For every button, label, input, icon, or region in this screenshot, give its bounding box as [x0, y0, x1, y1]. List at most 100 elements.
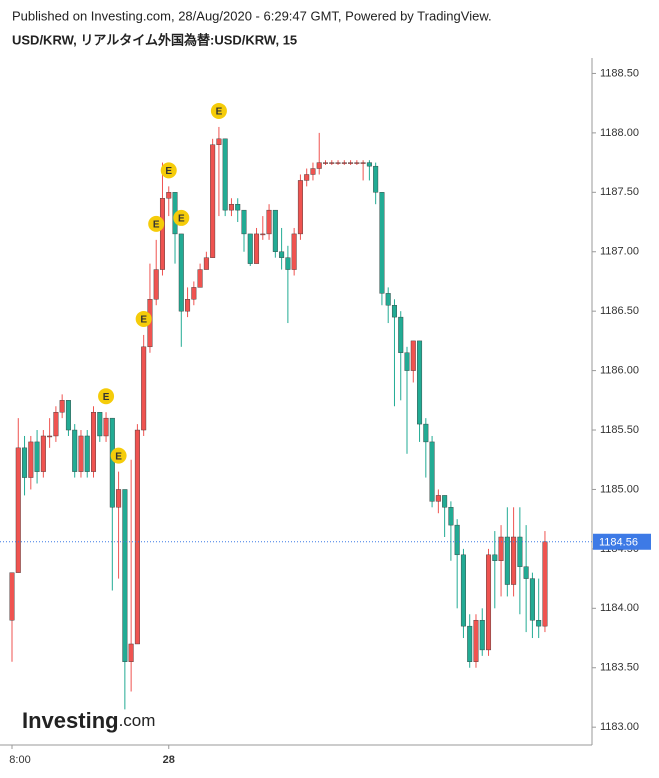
candle-body: [417, 340, 423, 425]
y-tick-label: 1187.50: [600, 186, 639, 198]
candle-body: [291, 233, 297, 270]
candle-body: [254, 233, 260, 264]
candle-body: [366, 162, 372, 167]
candle-body: [97, 411, 103, 437]
candle-body: [410, 340, 416, 371]
candle-body: [385, 293, 391, 306]
candle-body: [78, 435, 84, 472]
event-badge: [160, 162, 177, 179]
candle-body: [210, 144, 216, 258]
y-tick-label: 1188.50: [600, 67, 639, 79]
candle-body: [285, 257, 291, 270]
y-tick-label: 1183.50: [600, 662, 639, 674]
candle-body: [216, 138, 222, 145]
candle-body: [442, 495, 448, 508]
candle-body: [72, 429, 78, 472]
event-badge: [173, 209, 190, 226]
candle-body: [304, 174, 310, 181]
event-label: E: [216, 107, 223, 118]
candle-body: [191, 287, 197, 300]
candle-body: [91, 411, 97, 472]
candle-body: [391, 305, 397, 318]
candle-body: [22, 447, 28, 478]
candle-body: [297, 180, 303, 235]
candle-body: [122, 489, 128, 662]
candle-body: [529, 578, 535, 621]
candle-body: [423, 423, 429, 443]
candle-body: [373, 165, 379, 193]
candle-body: [523, 566, 529, 579]
candle-body: [448, 507, 454, 526]
candle-body: [65, 400, 71, 431]
candle-body: [59, 400, 65, 413]
candle-body: [241, 209, 247, 235]
candle-body: [354, 162, 360, 164]
candle-body: [316, 162, 322, 169]
event-label: E: [115, 451, 122, 462]
y-tick-label: 1185.50: [600, 424, 639, 436]
candle-body: [272, 209, 278, 252]
candle-body: [492, 554, 498, 561]
x-tick-label: 28: [163, 754, 175, 766]
candle-body: [47, 435, 53, 438]
candle-body: [504, 536, 510, 585]
candle-body: [454, 524, 460, 556]
event-label: E: [178, 214, 185, 225]
candle-body: [379, 192, 385, 294]
candle-body: [141, 346, 147, 431]
candle-body: [329, 162, 335, 164]
event-badge: [135, 310, 152, 327]
candle-body: [473, 619, 479, 662]
y-tick-label: 1183.00: [600, 721, 639, 733]
candle-body: [467, 625, 473, 662]
event-label: E: [165, 166, 172, 177]
candle-body: [479, 619, 485, 651]
candle-body: [310, 168, 316, 175]
candle-body: [9, 572, 15, 621]
event-marker: E: [173, 209, 190, 226]
event-marker: E: [210, 102, 227, 119]
candle-body: [536, 619, 542, 627]
y-tick-label: 1185.00: [600, 483, 639, 495]
published-note: Published on Investing.com, 28/Aug/2020 …: [12, 8, 492, 23]
y-tick-label: 1184.00: [600, 602, 639, 614]
candle-body: [203, 257, 209, 270]
candle-body: [178, 233, 184, 312]
y-tick-label: 1186.00: [600, 365, 639, 377]
candle-body: [53, 411, 59, 437]
candle-body: [34, 441, 40, 472]
event-marker: E: [148, 215, 165, 232]
candle-body: [266, 209, 272, 235]
candle-body: [197, 269, 203, 288]
chart-title: USD/KRW, リアルタイム外国為替:USD/KRW, 15: [12, 32, 297, 47]
candle-body: [348, 162, 354, 164]
candle-body: [323, 162, 329, 164]
candle-body: [128, 643, 134, 662]
candle-body: [222, 138, 228, 211]
y-tick-label: 1188.00: [600, 127, 639, 139]
candle-body: [153, 269, 159, 300]
event-marker: E: [98, 388, 115, 405]
candle-body: [228, 203, 234, 211]
candle-body: [429, 441, 435, 502]
event-marker: E: [160, 162, 177, 179]
candle-body: [28, 441, 34, 478]
candle-body: [185, 299, 191, 312]
candle-body: [134, 429, 140, 645]
candle-body: [166, 192, 172, 199]
candle-body: [460, 554, 466, 627]
candle-body: [84, 435, 90, 472]
candle-body: [498, 536, 504, 561]
x-tick-label: 8:00: [9, 754, 30, 766]
event-label: E: [140, 315, 147, 326]
event-marker: E: [135, 310, 152, 327]
candle-body: [247, 233, 253, 264]
candle-body: [486, 554, 492, 651]
event-label: E: [103, 392, 110, 403]
candle-body: [109, 417, 115, 508]
candle-body: [116, 489, 122, 508]
last-price-box: [593, 533, 651, 550]
event-marker: E: [110, 447, 127, 464]
y-tick-label: 1187.00: [600, 246, 639, 258]
